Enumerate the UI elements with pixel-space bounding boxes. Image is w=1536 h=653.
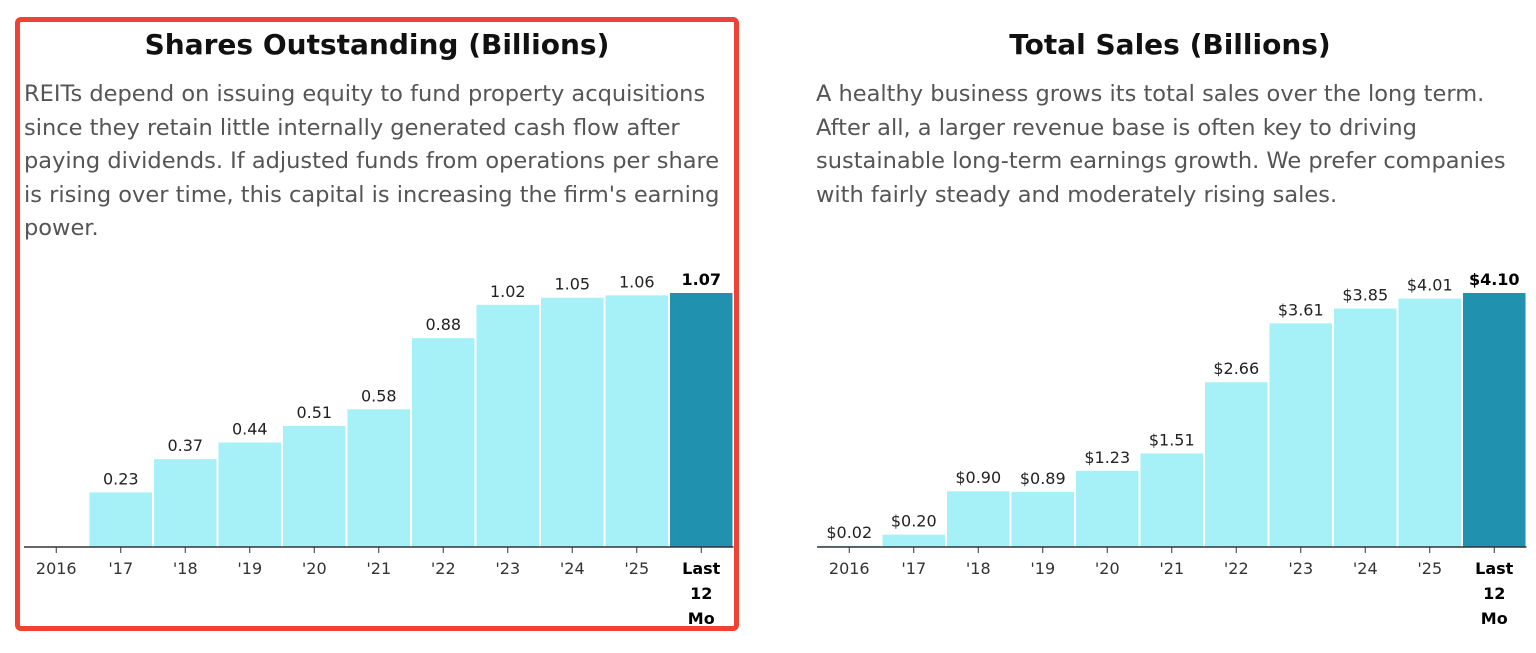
sales-category-label: '23 [1288, 559, 1313, 578]
sales-category-label: 2016 [829, 559, 870, 578]
total-sales-panel: Total Sales (Billions) A healthy busines… [790, 0, 1536, 653]
shares-category-label: '22 [431, 559, 456, 578]
sales-category-label: '24 [1353, 559, 1378, 578]
sales-category-label: '17 [901, 559, 926, 578]
shares-bar [476, 304, 539, 547]
shares-value-label: 0.58 [361, 386, 397, 405]
sales-bar [1463, 293, 1526, 547]
shares-bar [89, 492, 152, 547]
shares-category-label: '24 [560, 559, 585, 578]
sales-value-label: $0.02 [826, 523, 872, 542]
shares-value-label: 1.07 [682, 270, 721, 289]
sales-bar [1334, 308, 1397, 547]
shares-category-label: 2016 [36, 559, 77, 578]
sales-bar [1269, 323, 1332, 547]
shares-bar [541, 297, 604, 547]
sales-value-label: $1.23 [1084, 448, 1130, 467]
shares-bar [218, 442, 281, 547]
sales-category-label: '20 [1095, 559, 1120, 578]
shares-value-label: 1.02 [490, 282, 526, 301]
shares-value-label: 0.51 [296, 403, 332, 422]
shares-value-label: 1.05 [554, 275, 590, 294]
shares-category-label: '20 [302, 559, 327, 578]
shares-value-label: 0.37 [167, 436, 203, 455]
shares-bar [412, 338, 475, 547]
shares-bar [154, 459, 217, 547]
shares-bar [670, 293, 733, 547]
shares-category-label: '21 [366, 559, 391, 578]
shares-category-label: '19 [237, 559, 262, 578]
sales-description: A healthy business grows its total sales… [816, 81, 1506, 208]
sales-value-label: $0.20 [891, 512, 937, 531]
sales-bar [882, 534, 945, 547]
sales-bar [1140, 453, 1203, 547]
shares-category-label: '18 [173, 559, 198, 578]
highlight-frame [15, 17, 739, 631]
sales-bar [1398, 298, 1461, 547]
shares-category-label: '17 [108, 559, 133, 578]
shares-value-label: 0.44 [232, 420, 268, 439]
shares-value-label: 1.06 [619, 272, 655, 291]
shares-category-label: '25 [624, 559, 649, 578]
sales-category-label: '25 [1417, 559, 1442, 578]
sales-bar [1076, 470, 1139, 547]
shares-description: REITs depend on issuing equity to fund p… [24, 81, 720, 241]
shares-bar-chart: 2016 0.23 '17 0.37 '18 0.44 '19 0.51 '20 0.58 '21 0… [24, 270, 734, 628]
shares-chart-title: Shares Outstanding (Billions) [144, 28, 610, 61]
shares-category-label: '23 [495, 559, 520, 578]
sales-bar [1205, 382, 1268, 547]
sales-value-label: $4.01 [1407, 276, 1453, 295]
shares-bar [283, 425, 346, 547]
sales-value-label: $0.90 [955, 468, 1001, 487]
shares-value-label: 0.88 [425, 315, 461, 334]
shares-value-label: 0.23 [103, 469, 139, 488]
shares-bar [347, 409, 410, 547]
sales-value-label: $1.51 [1149, 430, 1195, 449]
sales-category-label: Last 12 Mo [1475, 559, 1514, 628]
sales-category-label: '18 [966, 559, 991, 578]
sales-value-label: $2.66 [1213, 359, 1259, 378]
sales-bar-chart: $0.02 2016 $0.20 '17 $0.90 '18 $0.89 '19 $1.23 '2… [817, 270, 1527, 628]
sales-chart-title: Total Sales (Billions) [1009, 28, 1331, 61]
sales-bar [1011, 491, 1074, 547]
sales-value-label: $0.89 [1020, 469, 1066, 488]
sales-value-label: $4.10 [1469, 270, 1520, 289]
sales-value-label: $3.61 [1278, 300, 1324, 319]
sales-category-label: '22 [1224, 559, 1249, 578]
shares-outstanding-panel: Shares Outstanding (Billions) REITs depe… [0, 0, 760, 653]
shares-category-label: Last 12 Mo [682, 559, 721, 628]
sales-category-label: '21 [1159, 559, 1184, 578]
sales-category-label: '19 [1030, 559, 1055, 578]
sales-bar [947, 491, 1010, 547]
sales-value-label: $3.85 [1342, 285, 1388, 304]
shares-bar [605, 295, 668, 547]
